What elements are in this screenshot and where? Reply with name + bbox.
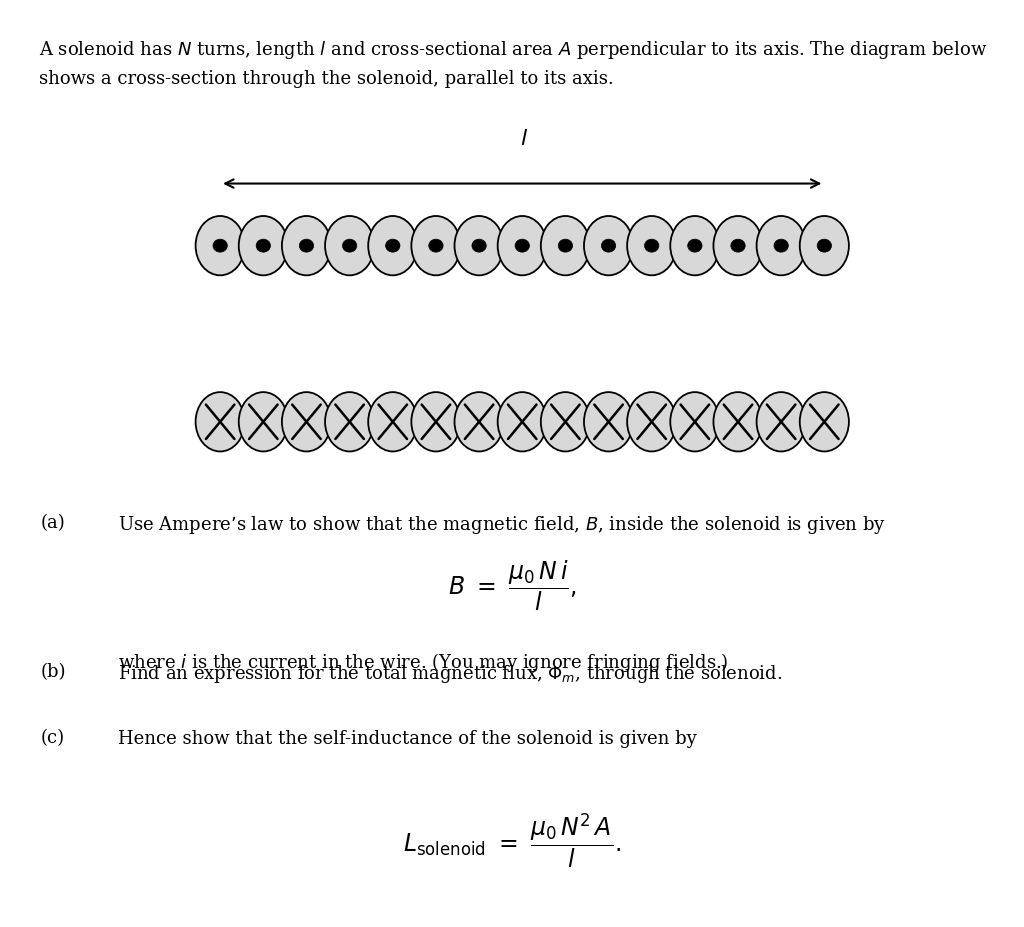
Ellipse shape bbox=[196, 392, 245, 451]
Ellipse shape bbox=[429, 239, 443, 252]
Ellipse shape bbox=[558, 239, 572, 252]
Ellipse shape bbox=[688, 239, 702, 252]
Ellipse shape bbox=[412, 392, 461, 451]
Ellipse shape bbox=[256, 239, 270, 252]
Ellipse shape bbox=[213, 239, 227, 252]
Text: A solenoid has $N$ turns, length $l$ and cross-sectional area $A$ perpendicular : A solenoid has $N$ turns, length $l$ and… bbox=[39, 39, 987, 61]
Ellipse shape bbox=[541, 392, 590, 451]
Ellipse shape bbox=[412, 216, 461, 275]
Ellipse shape bbox=[774, 239, 788, 252]
Text: $l$: $l$ bbox=[520, 128, 528, 150]
Ellipse shape bbox=[472, 239, 486, 252]
Ellipse shape bbox=[800, 216, 849, 275]
Ellipse shape bbox=[386, 239, 400, 252]
Ellipse shape bbox=[282, 392, 331, 451]
Text: $B\ =\ \dfrac{\mu_0\, N\, i}{l},$: $B\ =\ \dfrac{\mu_0\, N\, i}{l},$ bbox=[447, 559, 577, 613]
Ellipse shape bbox=[757, 392, 806, 451]
Ellipse shape bbox=[671, 216, 720, 275]
Ellipse shape bbox=[671, 392, 720, 451]
Ellipse shape bbox=[342, 239, 356, 252]
Ellipse shape bbox=[369, 216, 418, 275]
Ellipse shape bbox=[644, 239, 658, 252]
Ellipse shape bbox=[196, 216, 245, 275]
Ellipse shape bbox=[239, 392, 288, 451]
Ellipse shape bbox=[282, 216, 331, 275]
Ellipse shape bbox=[731, 239, 745, 252]
Ellipse shape bbox=[541, 216, 590, 275]
Ellipse shape bbox=[757, 216, 806, 275]
Ellipse shape bbox=[714, 392, 763, 451]
Ellipse shape bbox=[817, 239, 831, 252]
Ellipse shape bbox=[515, 239, 529, 252]
Ellipse shape bbox=[627, 216, 676, 275]
Text: Use Ampere’s law to show that the magnetic field, $B$, inside the solenoid is gi: Use Ampere’s law to show that the magnet… bbox=[118, 514, 886, 537]
Text: $L_{\mathrm{solenoid}}\ =\ \dfrac{\mu_0\, N^2\, A}{l}.$: $L_{\mathrm{solenoid}}\ =\ \dfrac{\mu_0\… bbox=[403, 811, 621, 870]
Ellipse shape bbox=[498, 216, 547, 275]
Ellipse shape bbox=[601, 239, 615, 252]
Ellipse shape bbox=[498, 392, 547, 451]
Ellipse shape bbox=[714, 216, 763, 275]
Text: (c): (c) bbox=[41, 730, 66, 747]
Text: where $i$ is the current in the wire. (You may ignore fringing fields.): where $i$ is the current in the wire. (Y… bbox=[118, 651, 728, 674]
Ellipse shape bbox=[369, 392, 418, 451]
Ellipse shape bbox=[455, 392, 504, 451]
Ellipse shape bbox=[455, 216, 504, 275]
Ellipse shape bbox=[584, 392, 633, 451]
Ellipse shape bbox=[325, 216, 374, 275]
Text: (b): (b) bbox=[41, 663, 67, 680]
Ellipse shape bbox=[584, 216, 633, 275]
Ellipse shape bbox=[299, 239, 313, 252]
Text: (a): (a) bbox=[41, 514, 66, 532]
Text: Hence show that the self-inductance of the solenoid is given by: Hence show that the self-inductance of t… bbox=[118, 730, 696, 747]
Ellipse shape bbox=[800, 392, 849, 451]
Ellipse shape bbox=[627, 392, 676, 451]
Text: Find an expression for the total magnetic flux, $\Phi_{m}$, through the solenoid: Find an expression for the total magneti… bbox=[118, 663, 782, 685]
Text: shows a cross-section through the solenoid, parallel to its axis.: shows a cross-section through the soleno… bbox=[39, 70, 613, 88]
Ellipse shape bbox=[325, 392, 374, 451]
Ellipse shape bbox=[239, 216, 288, 275]
